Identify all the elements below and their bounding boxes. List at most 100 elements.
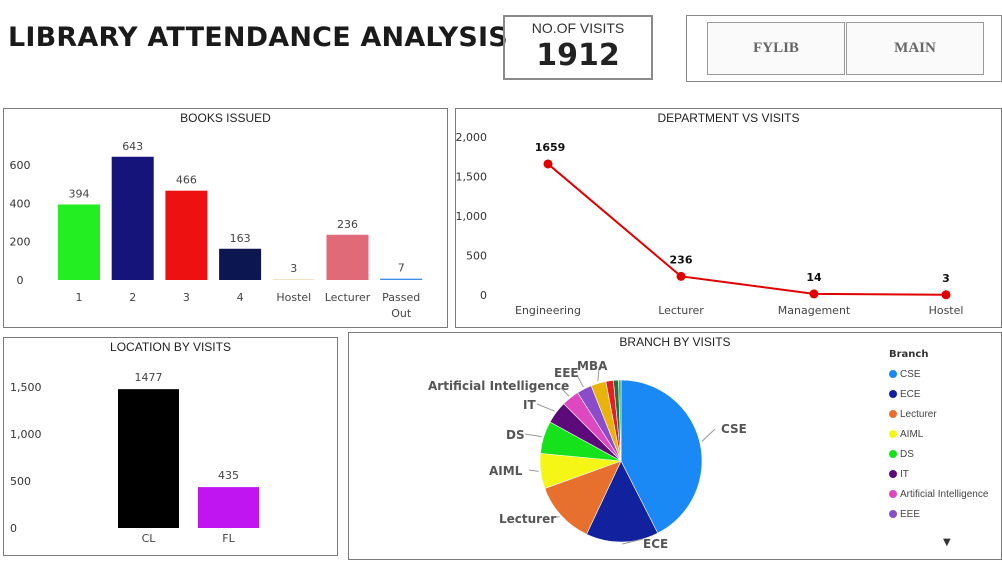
data-label-lecturer: 236 — [337, 218, 358, 231]
x-tick-label: 3 — [183, 291, 190, 304]
legend-label: Lecturer — [900, 408, 937, 420]
slice-cse — [620, 379, 703, 534]
page-title: LIBRARY ATTENDANCE ANALYSIS — [8, 22, 508, 53]
slice-label-it: IT — [523, 398, 536, 412]
leader-line — [560, 387, 570, 397]
data-label-engineering: 1659 — [535, 141, 566, 154]
y-tick-label: 2,000 — [456, 131, 487, 144]
x-tick-label: Management — [778, 304, 851, 317]
branch-visits-panel: BRANCH BY VISITS CSE ECE Lecturer AIML DS IT A… — [348, 332, 1002, 560]
legend-label: DS — [900, 448, 914, 460]
slice-label-lecturer: Lecturer — [499, 512, 556, 526]
legend-scroll-down-icon[interactable]: ▼ — [943, 537, 951, 548]
point-lecturer — [676, 271, 686, 281]
data-label-4: 163 — [230, 232, 251, 245]
bar-1 — [58, 204, 100, 280]
leader-line — [597, 368, 600, 382]
y-tick-label: 0 — [480, 289, 487, 302]
slice-label-mba: MBA — [577, 359, 608, 373]
y-tick-label: 1,500 — [10, 381, 42, 394]
leader-line — [536, 403, 555, 412]
slice-ece — [586, 460, 659, 543]
x-tick-label: Engineering — [515, 304, 581, 317]
legend-item-cse[interactable]: CSE — [889, 364, 1001, 384]
y-tick-label: 1,000 — [456, 210, 487, 223]
legend-item-ece[interactable]: ECE — [889, 384, 1001, 404]
leader-line — [622, 538, 644, 545]
data-label-cl: 1477 — [135, 371, 163, 384]
department-visits-chart: 0 500 1,000 1,500 2,000 1659 Engineering 236 Lec… — [456, 131, 964, 317]
x-tick-label: Out — [391, 307, 412, 320]
legend-item-eee[interactable]: EEE — [889, 504, 1001, 524]
legend-marker — [889, 450, 897, 458]
point-management — [809, 289, 819, 299]
main-button[interactable]: MAIN — [846, 22, 984, 75]
legend-marker — [889, 390, 897, 398]
legend-label: Artificial Intelligence — [900, 488, 989, 500]
books-issued-chart: 0 200 400 600 394 1 643 2 466 3 163 4 3 Hostel 236 Lect… — [10, 140, 423, 320]
data-label-hostel: 3 — [942, 272, 950, 285]
fylib-button[interactable]: FYLIB — [707, 22, 845, 75]
x-tick-label: CL — [142, 532, 157, 545]
bar-lecturer — [326, 234, 369, 280]
legend-item-ds[interactable]: DS — [889, 444, 1001, 464]
legend-item-it[interactable]: IT — [889, 464, 1001, 484]
kpi-value: 1912 — [536, 38, 620, 73]
data-label-3: 466 — [176, 174, 197, 187]
legend-title: Branch — [889, 349, 929, 360]
slice-label-artificial-intelligence: Artificial Intelligence — [428, 379, 569, 393]
location-visits-title: LOCATION BY VISITS — [110, 340, 231, 354]
legend-marker — [889, 510, 897, 518]
branch-visits-title: BRANCH BY VISITS — [619, 335, 731, 349]
slice-label-cse: CSE — [721, 422, 747, 436]
slice-label-aiml: AIML — [489, 464, 523, 478]
location-visits-panel: LOCATION BY VISITS 0 500 1,000 1,500 1477 CL 4… — [3, 337, 338, 556]
x-tick-label: Lecturer — [325, 291, 371, 304]
bar-4 — [219, 248, 262, 280]
legend-label: CSE — [900, 368, 921, 380]
navigation-buttons: FYLIB MAIN — [686, 15, 1002, 82]
y-tick-label: 400 — [10, 197, 31, 210]
x-tick-label: Passed — [382, 291, 420, 304]
branch-visits-chart: CSE ECE Lecturer AIML DS IT Artificial Intelli… — [428, 359, 747, 551]
data-label-hostel: 3 — [290, 262, 297, 275]
leader-line — [528, 469, 539, 472]
slice-other-11 — [618, 379, 622, 462]
point-hostel — [941, 290, 951, 300]
x-tick-label: 1 — [76, 291, 83, 304]
data-label-2: 643 — [122, 140, 143, 153]
legend-label: AIML — [900, 428, 924, 440]
y-tick-label: 1,000 — [10, 428, 42, 441]
legend-marker — [889, 370, 897, 378]
department-visits-panel: DEPARTMENT VS VISITS 0 500 1,000 1,500 2,000… — [455, 108, 1002, 328]
y-tick-label: 200 — [10, 236, 31, 249]
books-issued-title: BOOKS ISSUED — [180, 111, 271, 125]
leader-line — [524, 433, 542, 438]
data-label-management: 14 — [806, 271, 822, 284]
data-label-passed-out: 7 — [398, 262, 405, 275]
leader-line — [576, 374, 584, 388]
legend-item-aiml[interactable]: AIML — [889, 424, 1001, 444]
point-engineering — [543, 159, 553, 169]
x-tick-label: Lecturer — [658, 304, 704, 317]
slice-label-eee: EEE — [554, 366, 579, 380]
branch-legend: Branch CSE ECE Lecturer AIML DS IT Artificial … — [889, 349, 1001, 524]
y-tick-label: 0 — [17, 274, 24, 287]
data-label-1: 394 — [69, 187, 90, 200]
legend-marker — [889, 410, 897, 418]
legend-label: ECE — [900, 388, 921, 400]
x-tick-label: Hostel — [276, 291, 311, 304]
bar-cl — [118, 389, 179, 528]
legend-item-artificial-intelligence[interactable]: Artificial Intelligence — [889, 484, 1001, 504]
legend-marker — [889, 470, 897, 478]
kpi-label: NO.OF VISITS — [531, 20, 625, 36]
y-tick-label: 600 — [10, 159, 31, 172]
y-tick-label: 500 — [466, 250, 487, 263]
slice-label-ece: ECE — [643, 537, 668, 551]
legend-item-lecturer[interactable]: Lecturer — [889, 404, 1001, 424]
x-tick-label: 4 — [237, 291, 244, 304]
data-label-fl: 435 — [218, 469, 239, 482]
books-issued-panel: BOOKS ISSUED 0 200 400 600 394 1 643 2 466 3 163 4 3… — [3, 108, 448, 328]
x-tick-label: Hostel — [929, 304, 964, 317]
bar-passed-out — [380, 278, 423, 280]
